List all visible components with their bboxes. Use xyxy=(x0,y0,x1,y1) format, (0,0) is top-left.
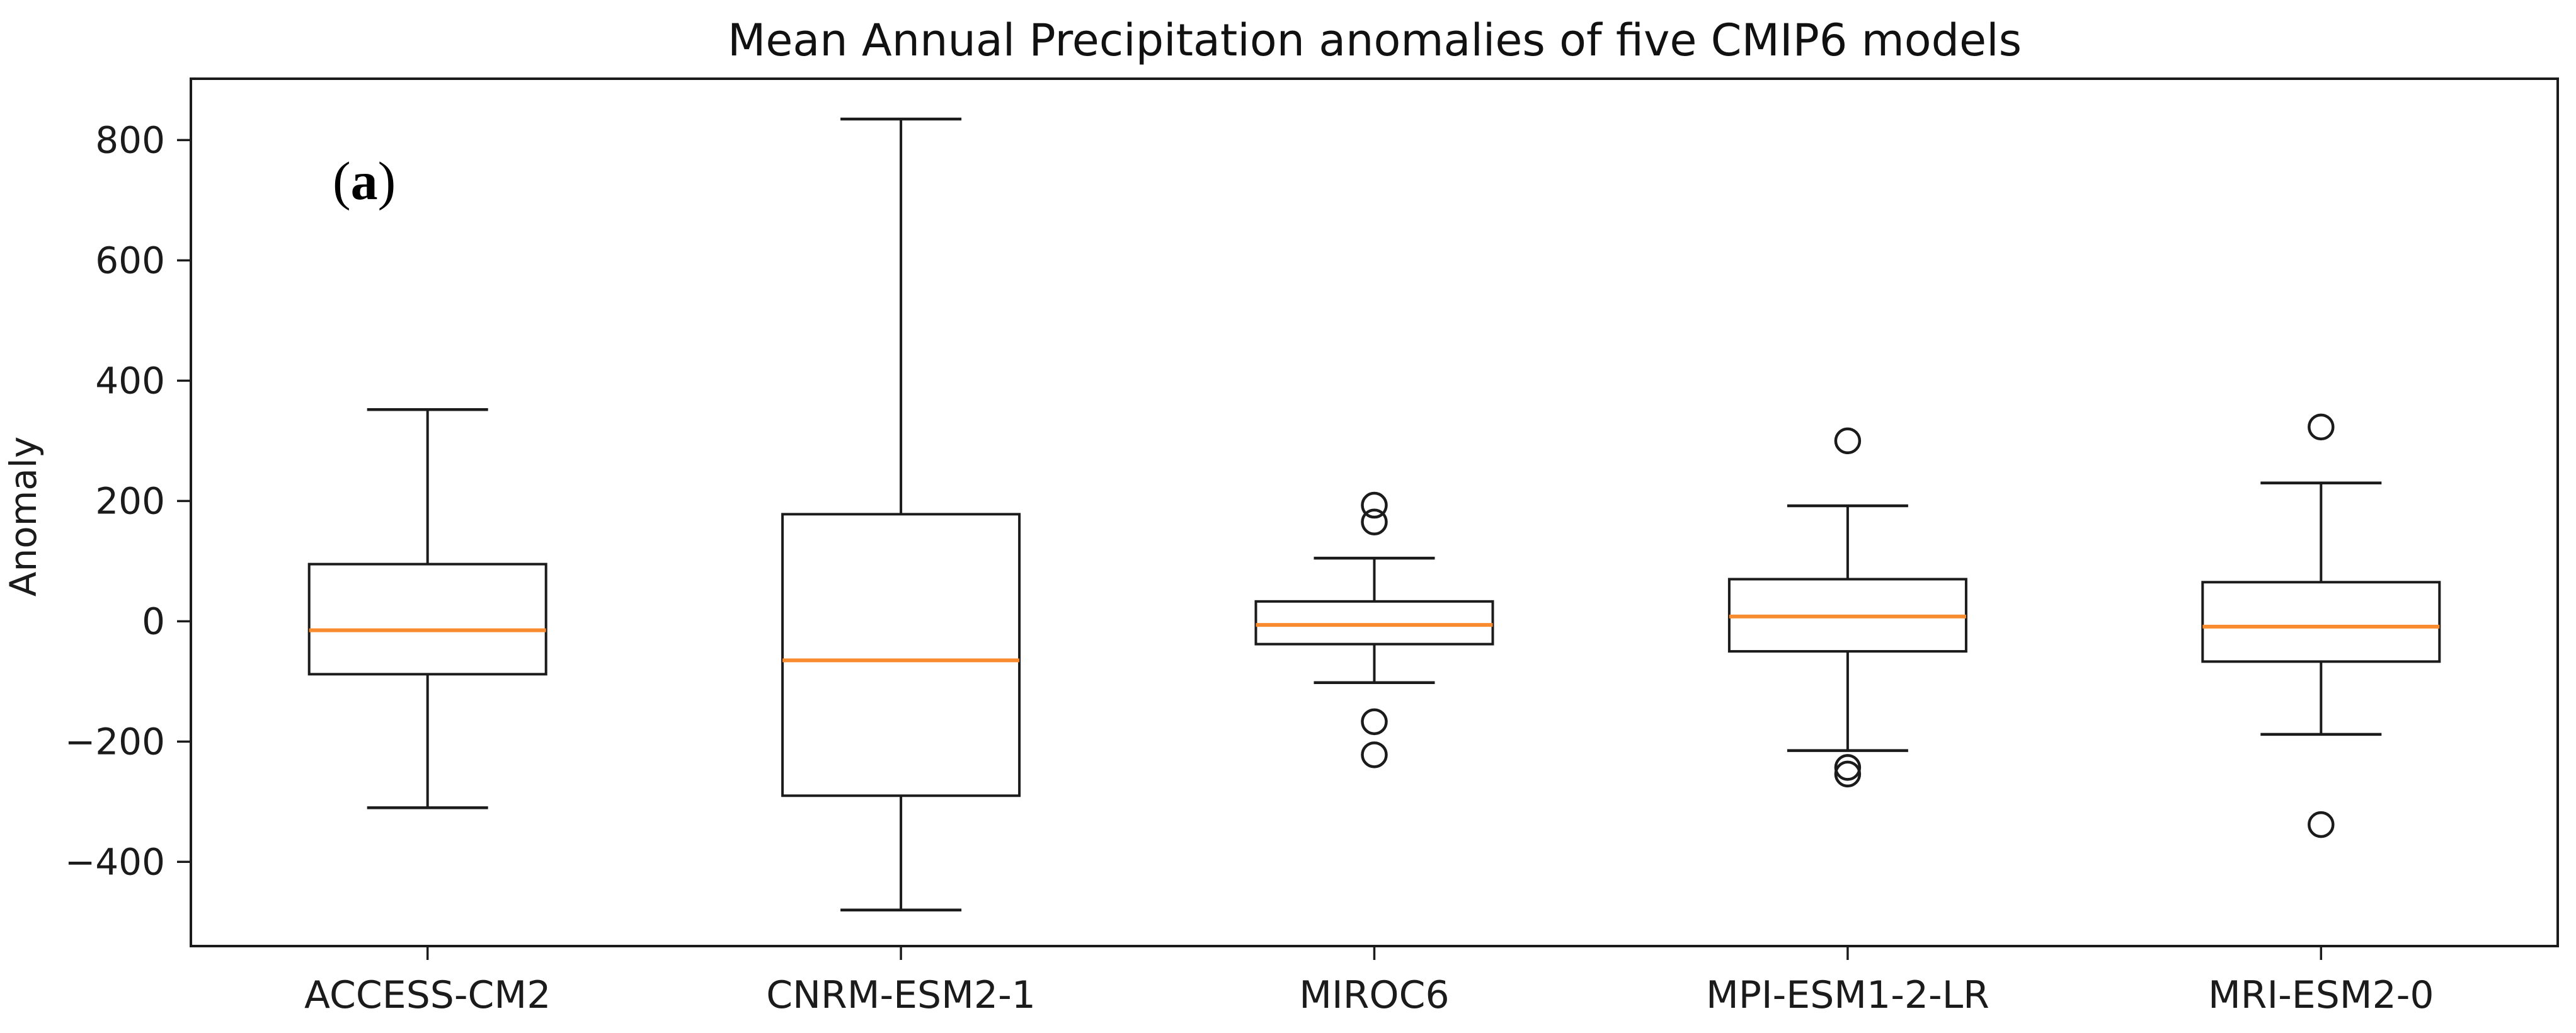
y-axis-label: Anomaly xyxy=(2,437,45,596)
x-tick-label-MPI-ESM1-2-LR: MPI-ESM1-2-LR xyxy=(1706,973,1989,1017)
x-tick-label-ACCESS-CM2: ACCESS-CM2 xyxy=(304,973,551,1017)
figure-panel-label-close: ) xyxy=(378,151,396,211)
iqr-box xyxy=(2201,581,2441,663)
plot-border xyxy=(190,77,2559,947)
y-tick-label: 400 xyxy=(95,359,165,402)
y-tick-label: −400 xyxy=(65,840,165,883)
outlier-point xyxy=(1834,760,1862,788)
box-ACCESS-CM2 xyxy=(307,408,547,809)
x-tick-label-MRI-ESM2-0: MRI-ESM2-0 xyxy=(2208,973,2434,1017)
chart-title: Mean Annual Precipitation anomalies of f… xyxy=(728,14,2022,66)
x-tick-label-CNRM-ESM2-1: CNRM-ESM2-1 xyxy=(766,973,1036,1017)
y-tick-label: 200 xyxy=(95,479,165,522)
outlier-point xyxy=(1361,491,1388,519)
y-tick-label: 0 xyxy=(142,600,165,642)
box-MRI-ESM2-0 xyxy=(2201,413,2441,838)
x-tick-label-MIROC6: MIROC6 xyxy=(1299,973,1449,1017)
iqr-box xyxy=(781,513,1021,797)
box-CNRM-ESM2-1 xyxy=(781,117,1021,911)
box-MPI-ESM1-2-LR xyxy=(1727,427,1967,788)
outlier-point xyxy=(1834,754,1862,781)
y-tick-label: 600 xyxy=(95,239,165,282)
outlier-point xyxy=(1834,427,1862,455)
figure-panel-label-letter: a xyxy=(351,151,378,211)
box-MIROC6 xyxy=(1254,491,1494,768)
outlier-point xyxy=(1361,741,1388,768)
figure-panel-label: (a) xyxy=(333,151,396,211)
figure-panel-label-open: ( xyxy=(333,151,351,211)
outlier-point xyxy=(1361,708,1388,736)
outlier-point xyxy=(2308,811,2335,838)
y-tick-label: −200 xyxy=(65,720,165,763)
plot-area: 800 600 400 200 0 −200 −400 ACCESS-CM2 CNRM-ESM2… xyxy=(65,77,2559,1017)
iqr-box xyxy=(1254,600,1494,646)
outlier-point xyxy=(1361,508,1388,536)
y-tick-label: 800 xyxy=(95,118,165,161)
outlier-point xyxy=(2308,413,2335,441)
iqr-box xyxy=(307,562,547,676)
